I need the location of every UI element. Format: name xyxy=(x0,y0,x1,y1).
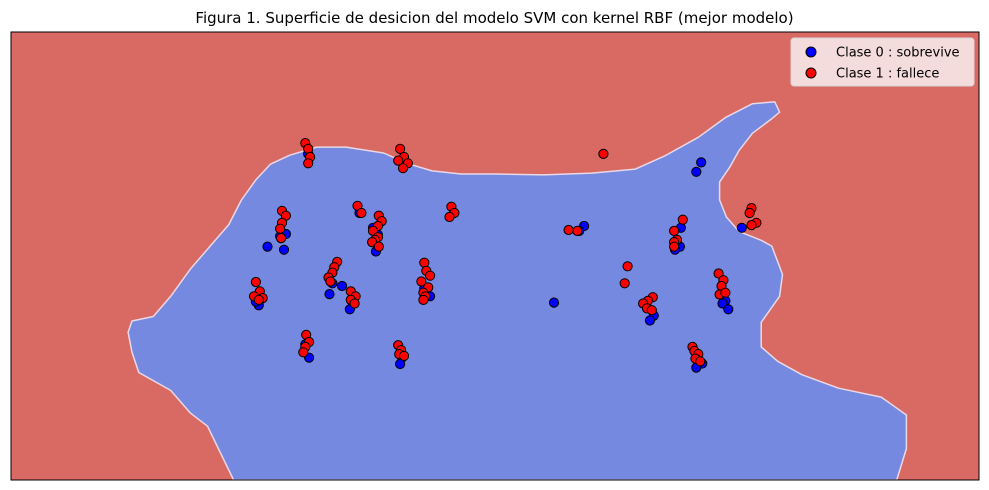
point-clase-1 xyxy=(373,241,384,252)
point-clase-1 xyxy=(572,225,583,236)
point-clase-1 xyxy=(298,347,309,358)
legend-marker-clase-0 xyxy=(805,46,817,58)
plot-area xyxy=(11,32,979,480)
scatter-points xyxy=(248,138,762,373)
point-clase-1 xyxy=(398,350,410,361)
point-clase-1 xyxy=(695,356,706,367)
point-clase-0 xyxy=(324,289,335,300)
point-clase-0 xyxy=(337,280,348,292)
plot-frame xyxy=(10,31,980,481)
legend-label-clase-0: Clase 0 : sobrevive xyxy=(836,46,960,61)
point-clase-1 xyxy=(325,276,336,287)
point-clase-0 xyxy=(696,157,707,168)
point-clase-1 xyxy=(397,163,409,174)
point-clase-1 xyxy=(303,158,314,169)
point-clase-1 xyxy=(356,207,367,219)
point-clase-1 xyxy=(393,155,404,166)
point-clase-1 xyxy=(563,224,574,236)
chart-title: Figura 1. Superficie de desicion del mod… xyxy=(195,9,793,27)
point-clase-0 xyxy=(644,315,656,326)
point-clase-0 xyxy=(262,241,273,252)
point-clase-1 xyxy=(744,207,755,219)
point-clase-0 xyxy=(736,222,747,233)
point-clase-1 xyxy=(250,276,261,288)
point-clase-1 xyxy=(425,270,436,281)
point-clase-1 xyxy=(444,211,455,223)
point-clase-1 xyxy=(349,298,360,309)
point-clase-1 xyxy=(677,214,688,225)
legend: Clase 0 : sobrevive Clase 1 : fallece xyxy=(790,37,975,87)
point-clase-0 xyxy=(278,244,290,255)
point-clase-1 xyxy=(416,276,427,287)
point-clase-1 xyxy=(395,143,406,154)
point-clase-1 xyxy=(746,220,757,231)
point-clase-1 xyxy=(669,225,680,236)
point-clase-1 xyxy=(275,223,286,234)
legend-marker-clase-1 xyxy=(805,67,817,79)
point-clase-1 xyxy=(622,261,633,272)
point-clase-0 xyxy=(691,166,702,177)
point-clase-1 xyxy=(720,287,731,298)
point-clase-0 xyxy=(548,297,560,308)
point-clase-1 xyxy=(598,148,609,159)
legend-label-clase-1: Clase 1 : fallece xyxy=(836,67,939,82)
point-clase-1 xyxy=(276,233,287,244)
point-clase-1 xyxy=(418,294,429,305)
point-clase-0 xyxy=(395,358,406,370)
point-clase-1 xyxy=(619,278,630,289)
class-0-decision-region xyxy=(127,101,908,480)
point-clase-1 xyxy=(646,305,657,316)
point-clase-1 xyxy=(669,241,680,252)
point-clase-1 xyxy=(253,294,264,305)
point-clase-0 xyxy=(723,304,734,315)
legend-box xyxy=(790,37,975,87)
